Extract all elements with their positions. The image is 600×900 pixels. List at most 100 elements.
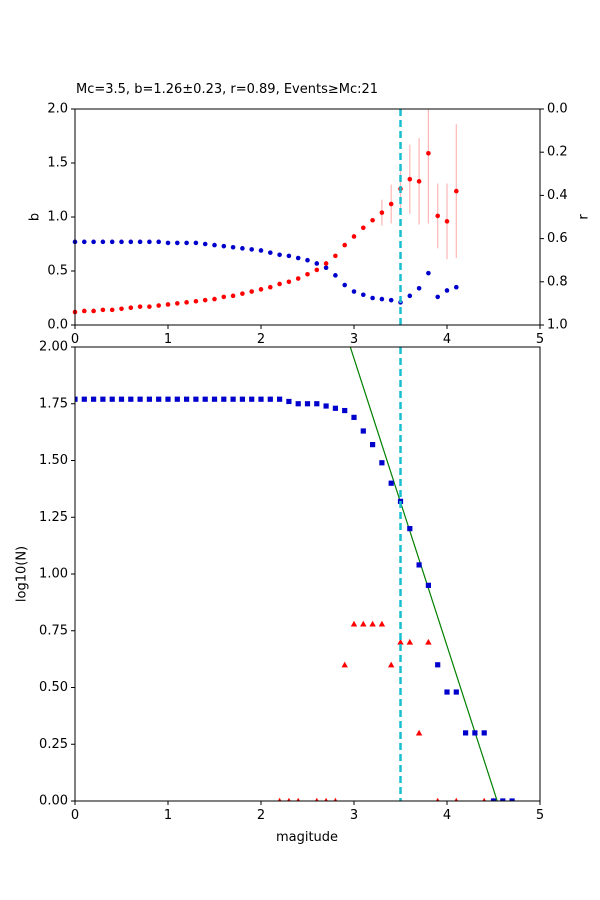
top-r-point: [323, 265, 329, 271]
top-r-point: [370, 295, 375, 301]
top-b-point: [109, 307, 115, 313]
top-y-right-tick-label: 0.0: [547, 102, 568, 117]
top-b-point: [147, 304, 152, 309]
bottom-y-tick-label: 0.00: [39, 794, 68, 809]
bottom-noncumulative-series: [277, 620, 496, 801]
top-x-tick-label: 0: [71, 332, 79, 347]
top-b-point: [388, 201, 394, 207]
bottom-cumulative-point: [509, 798, 515, 801]
bottom-noncumulative-point: [324, 797, 328, 801]
bottom-cumulative-point: [332, 405, 338, 411]
bottom-noncumulative-point: [296, 797, 300, 801]
top-y-ticks-right: 0.0 0.2 0.4 0.6 0.8 1.0: [540, 102, 568, 333]
top-r-point: [342, 282, 348, 288]
bottom-noncumulative-point: [277, 797, 282, 801]
top-r-point: [407, 293, 413, 299]
top-r-point: [435, 294, 441, 300]
bottom-cumulative-point: [211, 396, 218, 402]
bottom-x-tick-label: 5: [536, 808, 544, 823]
bottom-cumulative-point: [370, 442, 376, 448]
bottom-x-ticks: 0 1 2 3 4 5: [71, 801, 544, 823]
bottom-x-tick-label: 1: [164, 808, 172, 823]
bottom-y-ticks: 0.00 0.25 0.50 0.75 1.00 1.25 1.50 1.75 2.00: [39, 340, 75, 809]
bottom-cumulative-point: [379, 460, 385, 466]
top-b-point: [202, 297, 208, 303]
bottom-cumulative-point: [500, 798, 506, 801]
bottom-cumulative-point: [277, 396, 283, 402]
top-y-axis-label-right: r: [577, 214, 592, 220]
bottom-cumulative-point: [137, 396, 143, 402]
top-r-point: [351, 289, 357, 294]
bottom-x-tick-label: 4: [443, 808, 451, 823]
top-x-tick-label: 3: [350, 332, 358, 347]
top-y-tick-label: 0.5: [47, 264, 68, 279]
bottom-y-tick-label: 1.50: [39, 453, 68, 468]
top-y-right-tick-label: 0.6: [547, 231, 568, 246]
bottom-cumulative-series: [75, 396, 515, 801]
bottom-cumulative-point: [314, 401, 320, 407]
top-b-point: [314, 267, 320, 273]
top-b-point: [193, 298, 199, 304]
top-y-axis-label: b: [28, 213, 43, 221]
top-b-point: [435, 213, 441, 219]
top-r-point: [388, 297, 394, 303]
top-y-tick-label: 1.5: [47, 156, 68, 171]
bottom-noncumulative-point: [406, 638, 413, 645]
bottom-cumulative-point: [75, 396, 78, 402]
bottom-cumulative-point: [286, 398, 292, 405]
top-y-ticks: 0.0 0.5 1.0 1.5 2.0: [47, 102, 75, 333]
bottom-cumulative-point: [100, 396, 106, 402]
top-b-point: [258, 287, 264, 292]
bottom-noncumulative-point: [425, 638, 432, 645]
bottom-y-tick-label: 0.25: [39, 737, 68, 752]
top-b-point: [137, 304, 143, 309]
bottom-noncumulative-point: [482, 797, 486, 801]
bottom-x-tick-label: 0: [71, 808, 79, 823]
top-b-point: [444, 219, 450, 224]
bottom-cumulative-point: [174, 396, 180, 402]
top-r-point: [119, 239, 124, 245]
top-r-point: [147, 239, 152, 245]
bottom-noncumulative-point: [369, 620, 376, 627]
bottom-y-tick-label: 1.00: [39, 567, 68, 582]
bottom-cumulative-point: [184, 396, 190, 402]
bottom-noncumulative-point: [415, 729, 423, 736]
top-x-tick-label: 5: [536, 332, 544, 347]
top-r-point: [426, 270, 431, 276]
top-b-point: [221, 294, 227, 300]
top-chart-title: Mc=3.5, b=1.26±0.23, r=0.89, Events≥Mc:2…: [76, 82, 378, 97]
top-r-point: [454, 284, 459, 290]
bottom-cumulative-point: [360, 428, 366, 434]
top-b-point: [119, 306, 124, 312]
top-b-point: [295, 276, 301, 281]
bottom-cumulative-point: [109, 396, 115, 402]
bottom-clip-group: [75, 347, 515, 801]
bottom-cumulative-point: [323, 403, 329, 409]
bottom-x-tick-label: 2: [257, 808, 265, 823]
top-b-point: [128, 305, 134, 311]
bottom-cumulative-point: [304, 401, 311, 407]
top-r-point: [379, 296, 385, 302]
bottom-noncumulative-point: [388, 661, 395, 668]
top-r-point: [202, 241, 208, 247]
bottom-cumulative-point: [490, 798, 497, 801]
bottom-cumulative-point: [258, 396, 264, 402]
top-b-point: [333, 253, 338, 259]
top-r-series: [72, 239, 459, 305]
top-b-point: [351, 234, 357, 239]
top-y-right-tick-label: 0.8: [547, 274, 568, 289]
top-r-point: [109, 239, 115, 245]
top-b-point: [212, 296, 217, 302]
top-r-point: [137, 239, 143, 245]
bottom-noncumulative-point: [397, 638, 404, 645]
bottom-y-axis-label: log10(N): [15, 546, 30, 602]
top-r-point: [240, 246, 245, 251]
top-x-ticks: 0 1 2 3 4 5: [71, 325, 544, 347]
top-b-point: [407, 176, 413, 182]
top-r-point: [212, 242, 217, 248]
top-r-point: [100, 239, 106, 245]
bottom-noncumulative-point: [454, 797, 459, 801]
top-y-tick-label: 0.0: [47, 318, 68, 333]
bottom-cumulative-point: [407, 526, 413, 532]
top-b-point: [230, 293, 236, 299]
